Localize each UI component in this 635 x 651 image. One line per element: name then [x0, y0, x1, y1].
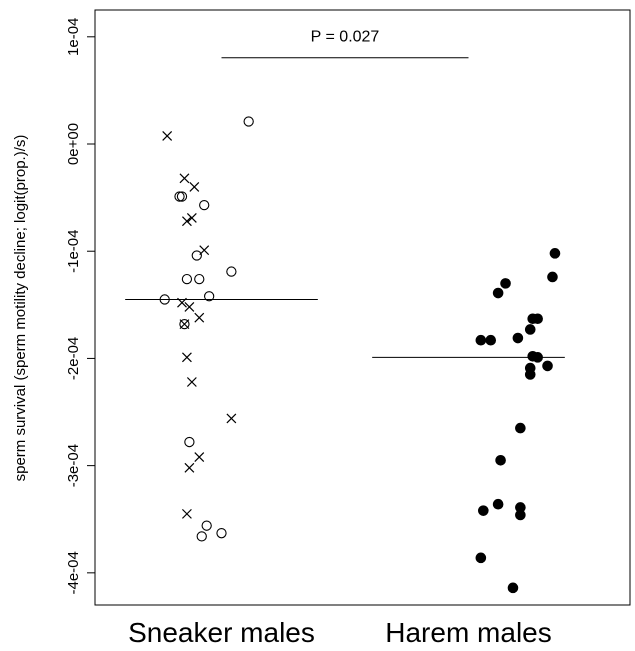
y-tick-label: -2e-04	[65, 337, 82, 380]
harem-filled-point	[507, 582, 519, 594]
y-tick-label: 0e+00	[65, 123, 82, 165]
harem-filled-point	[478, 505, 489, 516]
harem-filled-point	[515, 509, 526, 521]
y-tick-label: 1e-04	[65, 18, 82, 56]
sneaker-open-circle-point	[181, 273, 193, 285]
harem-filled-point	[524, 369, 536, 380]
harem-filled-point	[475, 334, 487, 346]
sneaker-open-circle-point	[203, 291, 215, 302]
sneaker-open-circle-point	[179, 318, 190, 330]
sneaker-open-circle-point	[174, 191, 185, 202]
sneaker-cross-point	[179, 319, 190, 330]
sneaker-cross-point	[186, 213, 197, 223]
sneaker-cross-point	[184, 462, 195, 473]
sneaker-cross-point	[194, 312, 205, 323]
harem-filled-point	[532, 313, 543, 325]
sneaker-cross-point	[226, 413, 237, 424]
y-tick-label: -4e-04	[65, 551, 82, 594]
x-category-labels: Sneaker males Harem males	[128, 617, 552, 648]
harem-filled-point	[495, 454, 506, 466]
y-axis-label: sperm survival (sperm motility decline; …	[12, 135, 29, 482]
sneaker-cross-point	[189, 181, 200, 192]
sneaker-cross-point	[162, 131, 173, 141]
sneaker-open-circle-point	[196, 531, 207, 542]
harem-filled-point	[475, 552, 487, 564]
harem-filled-point	[492, 498, 504, 510]
harem-filled-point	[547, 271, 558, 283]
sneaker-cross-point	[194, 452, 205, 462]
sneaker-cross-point	[181, 352, 192, 363]
harem-filled-point	[542, 360, 553, 372]
p-value-label: P = 0.027	[311, 29, 380, 46]
harem-filled-point	[524, 324, 536, 335]
harem-filled-point	[485, 334, 497, 346]
harem-filled-point	[549, 248, 561, 259]
x-category-label: Harem males	[385, 617, 551, 648]
y-axis: 1e-04 0e+00 -1e-04 -2e-04 -3e-04 -4e-04	[65, 18, 95, 595]
plot-frame	[94, 9, 631, 606]
sneaker-open-circle-point	[243, 116, 254, 127]
x-category-label: Sneaker males	[128, 617, 315, 648]
sneaker-cross-point	[186, 377, 197, 387]
sneaker-open-circle-point	[191, 250, 202, 261]
sneaker-cross-point	[181, 216, 192, 227]
data-points	[159, 116, 561, 594]
sneaker-open-circle-point	[176, 191, 188, 202]
group-means	[125, 298, 565, 358]
sneaker-open-circle-point	[194, 273, 205, 285]
sneaker-open-circle-point	[226, 266, 237, 277]
sneaker-open-circle-point	[184, 436, 195, 448]
harem-filled-point	[512, 332, 524, 344]
harem-filled-point	[492, 287, 504, 299]
significance-annotation: P = 0.027	[221, 29, 469, 59]
harem-filled-point	[515, 422, 526, 434]
sneaker-cross-point	[184, 302, 195, 312]
y-tick-label: -3e-04	[65, 444, 82, 487]
sneaker-open-circle-point	[216, 528, 227, 539]
y-tick-label: -1e-04	[65, 230, 82, 273]
harem-filled-point	[500, 278, 511, 289]
sneaker-open-circle-point	[201, 520, 212, 531]
sneaker-cross-point	[181, 508, 192, 519]
sneaker-cross-point	[179, 173, 190, 184]
sneaker-open-circle-point	[199, 199, 210, 211]
